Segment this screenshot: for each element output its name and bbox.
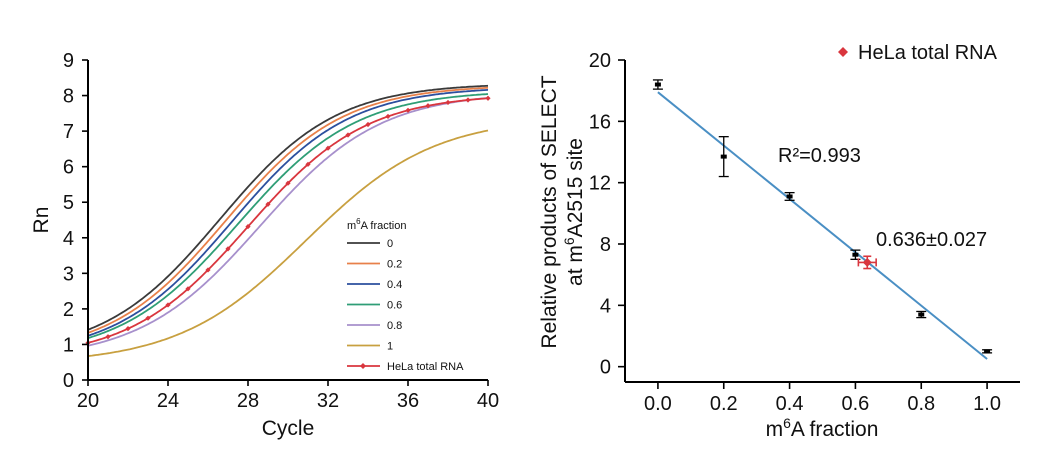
left-y-axis-label: Rn — [30, 207, 53, 234]
legend-marker — [360, 363, 366, 369]
curve-0-4 — [87, 89, 489, 337]
left-y-tick-label: 3 — [63, 263, 74, 285]
left-y-tick-label: 0 — [63, 370, 74, 392]
r-squared-label: R²=0.993 — [778, 145, 861, 167]
right-x-tick-label: 0.0 — [644, 393, 672, 415]
hela-curve-marker — [245, 223, 251, 230]
legend-label: 0 — [387, 238, 393, 250]
legend-label: 0.8 — [387, 320, 402, 332]
right-x-ticks: 0.0 0.2 0.4 0.6 0.8 1.0 — [644, 382, 1001, 415]
left-x-ticks: 20 24 28 32 36 40 — [77, 380, 499, 412]
right-x-tick-label: 0.6 — [842, 393, 870, 415]
hela-curve-marker — [465, 97, 471, 103]
left-y-tick-label: 6 — [63, 157, 74, 179]
hela-curve-marker — [225, 246, 231, 252]
hela-curve-marker — [485, 95, 491, 101]
hela-curve-marker — [105, 334, 111, 340]
hela-curve-marker — [365, 121, 371, 128]
left-y-tick-label: 9 — [63, 50, 74, 72]
hela-curve-marker — [145, 315, 151, 321]
left-y-tick-label: 1 — [63, 334, 74, 356]
legend-title: m6A fraction — [347, 217, 406, 232]
fit-line — [657, 91, 988, 360]
left-x-tick-label: 32 — [317, 390, 339, 412]
curve-0-6 — [87, 93, 489, 339]
right-y-tick-label: 4 — [600, 295, 611, 317]
legend-items: 0 0.2 0.4 0.6 0.8 1 HeLa total RNA — [347, 238, 464, 373]
hela-curve-marker — [265, 201, 271, 207]
hela-curve-marker — [325, 145, 331, 151]
right-y-ticks: 0 4 8 12 16 20 — [589, 50, 625, 379]
hela-curve-marker — [205, 267, 211, 273]
legend-label: 0.2 — [387, 259, 402, 271]
amplification-chart: 0 1 2 3 4 5 6 7 8 9 20 24 28 32 36 40 Cycle Rn m6A fra… — [30, 50, 499, 440]
right-x-tick-label: 1.0 — [973, 393, 1001, 415]
data-point — [720, 154, 727, 159]
hela-curve-marker — [125, 326, 131, 332]
right-y-tick-label: 12 — [589, 173, 611, 195]
hela-point-group — [857, 255, 877, 270]
data-points-group — [652, 79, 993, 354]
right-y-tick-label: 8 — [600, 234, 611, 256]
left-x-tick-label: 36 — [397, 390, 419, 412]
legend-hela-label: HeLa total RNA — [858, 42, 998, 64]
left-x-tick-label: 28 — [237, 390, 259, 412]
legend-label: 0.4 — [387, 279, 402, 291]
left-x-tick-label: 40 — [477, 390, 499, 412]
legend-label: HeLa total RNA — [387, 361, 464, 373]
data-point — [852, 252, 859, 257]
hela-curve-marker — [285, 180, 291, 186]
legend-hela-marker — [838, 47, 848, 57]
hela-curve-marker — [165, 302, 171, 308]
data-point — [654, 82, 661, 87]
hela-curve-marker — [385, 113, 391, 120]
hela-curve-marker — [445, 99, 451, 106]
left-y-ticks: 0 1 2 3 4 5 6 7 8 9 — [63, 50, 88, 392]
left-y-tick-label: 5 — [63, 192, 74, 214]
hela-point — [862, 257, 872, 267]
fit-line-group — [657, 91, 988, 360]
right-y-axis-label-line1: Relative products of SELECT — [538, 75, 561, 348]
legend-label: 0.6 — [387, 300, 402, 312]
hela-curve-marker — [345, 132, 351, 138]
curves-group — [85, 84, 491, 357]
hela-value-label: 0.636±0.027 — [876, 229, 987, 251]
right-y-tick-label: 16 — [589, 111, 611, 133]
legend-hela-diamond — [838, 47, 848, 57]
hela-curve-marker — [185, 286, 191, 292]
left-x-axis-label: Cycle — [262, 417, 315, 440]
right-x-tick-label: 0.2 — [710, 393, 738, 415]
hela-curve-marker — [425, 103, 431, 109]
right-y-axis-label-line2: at m6A2515 site — [561, 138, 587, 286]
right-y-tick-label: 0 — [600, 357, 611, 379]
data-point — [786, 194, 793, 199]
curve-0 — [87, 84, 489, 331]
curve-1 — [87, 129, 489, 357]
left-x-tick-label: 24 — [157, 390, 179, 412]
hela-curve-marker — [305, 161, 311, 167]
left-y-tick-label: 4 — [63, 228, 74, 250]
select-products-chart: 0 4 8 12 16 20 0.0 0.2 0.4 0.6 0.8 1.0 R²=0.993 0.… — [538, 42, 1020, 441]
legend-label: 1 — [387, 341, 393, 353]
data-point — [984, 349, 991, 354]
curve-0-8 — [87, 97, 489, 347]
left-y-tick-label: 2 — [63, 299, 74, 321]
right-x-tick-label: 0.8 — [907, 393, 935, 415]
right-x-tick-label: 0.4 — [776, 393, 804, 415]
right-x-axis-label: m6A fraction — [766, 415, 879, 441]
right-y-tick-label: 20 — [589, 50, 611, 72]
right-legend: HeLa total RNA — [838, 42, 998, 64]
left-y-tick-label: 7 — [63, 121, 74, 143]
left-y-tick-label: 8 — [63, 86, 74, 108]
data-point — [918, 312, 925, 317]
curve-0-2 — [87, 86, 489, 334]
hela-curve-marker — [405, 107, 411, 113]
left-legend: m6A fraction 0 0.2 0.4 0.6 0.8 1 HeLa total RN… — [347, 217, 464, 373]
left-x-tick-label: 20 — [77, 390, 99, 412]
